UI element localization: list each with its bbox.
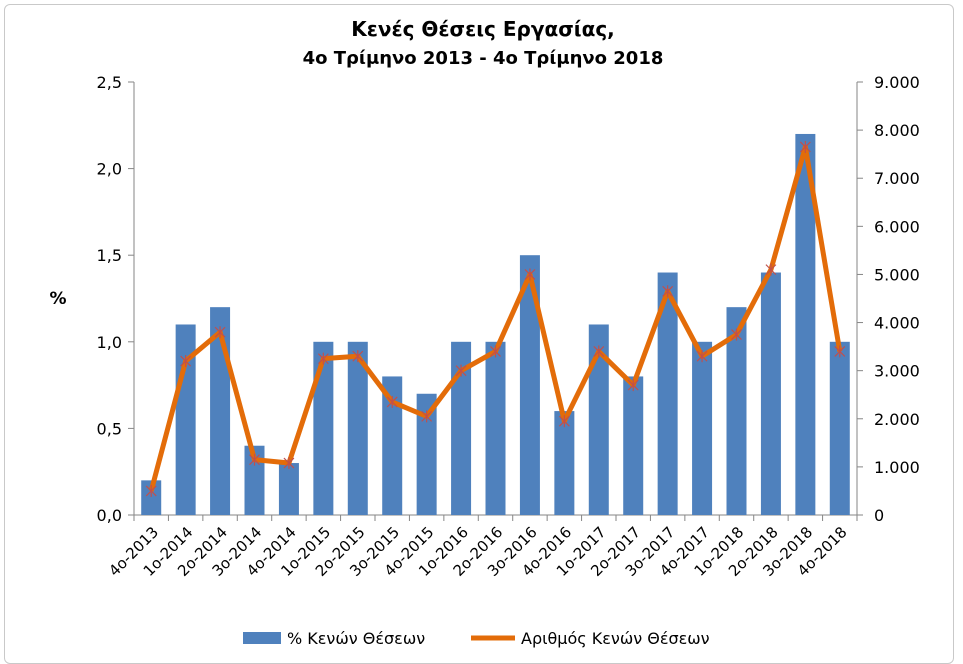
bar [382, 376, 403, 515]
line-point [145, 484, 157, 497]
bar [554, 411, 575, 515]
line-point [593, 345, 605, 358]
line-point [765, 263, 777, 276]
bar [623, 376, 644, 515]
y-left-tick-label: 0,5 [97, 419, 122, 438]
y-right-tick-label: 5.000 [874, 265, 920, 284]
y-left-tick-label: 0,0 [97, 506, 122, 525]
legend: % Κενών Θέσεων Αριθμός Κενών Θέσεων [243, 629, 710, 648]
bar [519, 255, 540, 515]
y-left-tick-label: 2,0 [97, 160, 122, 179]
legend-bar-swatch [243, 632, 281, 644]
y-right-tick-label: 1.000 [874, 458, 920, 477]
line-point [283, 457, 295, 470]
bar [313, 341, 334, 515]
bar [244, 445, 265, 515]
bar [451, 341, 472, 515]
bar [760, 272, 781, 515]
line-point [317, 352, 329, 365]
bar [141, 480, 162, 515]
chart-subtitle: 4ο Τρίμηνο 2013 - 4ο Τρίμηνο 2018 [303, 48, 664, 69]
line-point [180, 355, 192, 368]
y-axis-label: % [49, 289, 66, 309]
line-point [421, 410, 433, 423]
y-left-tick-label: 1,5 [97, 246, 122, 265]
line-point [214, 326, 226, 339]
y-right-tick-label: 3.000 [874, 362, 920, 381]
line-point [558, 415, 570, 428]
line-point [834, 345, 846, 358]
bar [657, 272, 678, 515]
bar [485, 341, 506, 515]
bar [278, 463, 299, 515]
line-point [627, 379, 639, 392]
line-point [731, 328, 742, 341]
legend-bar-label: % Κενών Θέσεων [287, 629, 425, 648]
bar [588, 324, 609, 515]
line-point [249, 453, 260, 466]
bar [347, 341, 368, 515]
plot-area: 0,0 0,5 1,0 1,5 2,0 2,5 0 1.000 2.000 3.000 4.000 5… [97, 73, 920, 580]
y-right-tick-label: 6.000 [874, 217, 920, 236]
line-point [799, 140, 811, 153]
line-point [524, 268, 536, 281]
bar [795, 133, 816, 515]
y-right-tick-label: 8.000 [874, 121, 920, 140]
y-right-tick-label: 2.000 [874, 410, 920, 429]
y-left-tick-label: 1,0 [97, 333, 122, 352]
line-point [352, 350, 364, 363]
y-right-tick-label: 7.000 [874, 169, 920, 188]
y-left-tick-label: 2,5 [97, 73, 122, 92]
y-right-tick-label: 4.000 [874, 314, 920, 333]
y-right-tick-label: 0 [874, 506, 884, 525]
bar [726, 307, 747, 515]
line-point [455, 364, 467, 377]
line-point [662, 285, 674, 298]
line-point [696, 350, 708, 363]
line-point [490, 345, 501, 358]
y-right-tick-label: 9.000 [874, 73, 920, 92]
bar [692, 341, 713, 515]
bar [416, 393, 437, 515]
line-point [386, 395, 398, 408]
legend-line-label: Αριθμός Κενών Θέσεων [521, 629, 710, 648]
bar [829, 341, 850, 515]
chart-title: Κενές Θέσεις Εργασίας, [351, 17, 615, 41]
